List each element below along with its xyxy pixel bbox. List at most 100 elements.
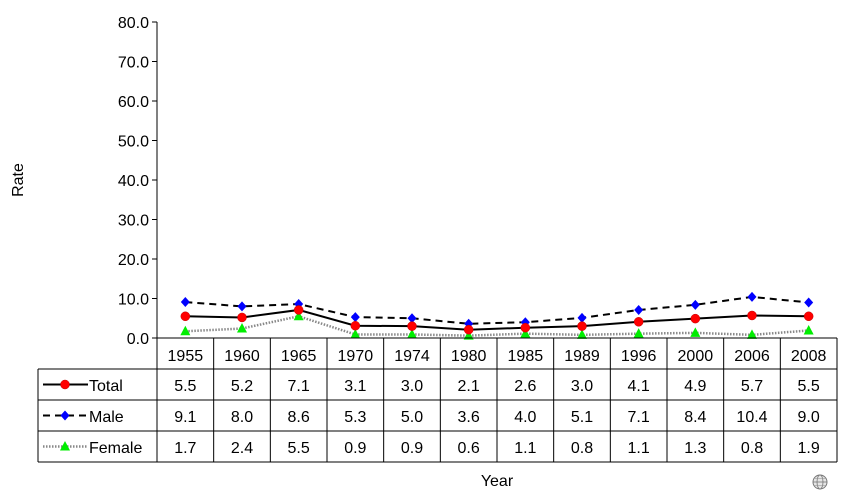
- female-data-label: 5.5: [288, 440, 310, 457]
- female-data-label: 2.4: [231, 440, 253, 457]
- male-line: [185, 295, 809, 325]
- total-marker: [520, 322, 531, 333]
- data-table: 1955 1960 1965 1970 1974 1980 1985 1989 1996 2000…: [37, 337, 838, 463]
- y-tick-label: 30.0: [118, 213, 149, 230]
- x-category-label: 2000: [678, 348, 714, 365]
- male-marker: [350, 312, 360, 323]
- male-data-label: 8.4: [684, 409, 706, 426]
- x-category-label: 1985: [508, 348, 544, 365]
- x-category-label: 2006: [734, 348, 770, 365]
- x-category-label: 1960: [224, 348, 260, 365]
- total-marker: [747, 310, 757, 321]
- x-category-label: 1974: [394, 348, 430, 365]
- total-marker: [180, 311, 191, 322]
- total-data-label: 4.9: [684, 378, 706, 395]
- x-category-label: 2008: [791, 348, 827, 365]
- male-data-label: 5.0: [401, 409, 423, 426]
- y-tick-label: 60.0: [118, 94, 149, 111]
- axes: 0.0 10.0 20.0 30.0 40.0 50.0 60.0 70.0 80.0: [118, 15, 158, 348]
- y-tick-label: 80.0: [118, 15, 149, 32]
- total-data-label: 5.7: [741, 378, 763, 395]
- female-legend-label: Female: [89, 440, 142, 457]
- female-data-label: 0.9: [344, 440, 366, 457]
- x-category-label: 1965: [281, 348, 317, 365]
- total-legend-marker: [60, 379, 70, 390]
- male-marker: [747, 291, 757, 302]
- male-data-label: 5.3: [344, 409, 366, 426]
- x-category-label: 1996: [621, 348, 657, 365]
- male-marker: [804, 297, 814, 308]
- female-marker: [803, 324, 814, 335]
- male-legend-marker: [60, 410, 70, 421]
- male-marker: [237, 301, 247, 312]
- female-data-label: 1.7: [174, 440, 196, 457]
- male-marker: [407, 313, 417, 324]
- female-data-label: 1.1: [514, 440, 536, 457]
- total-marker: [633, 317, 644, 327]
- male-data-label: 8.0: [231, 409, 253, 426]
- female-data-label: 0.8: [571, 440, 593, 457]
- male-marker: [577, 312, 587, 323]
- total-marker: [577, 321, 587, 331]
- male-legend-label: Male: [89, 409, 124, 426]
- male-marker: [180, 297, 190, 308]
- series-layer: [180, 291, 814, 340]
- female-data-label: 0.8: [741, 440, 763, 457]
- female-marker: [577, 329, 587, 339]
- x-category-label: 1980: [451, 348, 487, 365]
- total-data-label: 3.1: [344, 378, 366, 395]
- y-tick-label: 70.0: [118, 55, 149, 72]
- total-data-label: 7.1: [288, 378, 310, 395]
- female-data-label: 0.6: [458, 440, 480, 457]
- x-category-label: 1970: [338, 348, 374, 365]
- total-marker: [407, 321, 417, 331]
- x-axis-label: Year: [481, 473, 514, 490]
- male-marker: [690, 299, 700, 310]
- male-data-label: 8.6: [288, 409, 310, 426]
- male-data-label: 7.1: [628, 409, 650, 426]
- total-data-label: 5.2: [231, 378, 253, 395]
- y-tick-label: 50.0: [118, 134, 149, 151]
- total-marker: [293, 305, 304, 315]
- female-marker: [237, 323, 247, 333]
- total-marker: [690, 313, 701, 324]
- female-line: [185, 314, 809, 337]
- y-tick-label: 20.0: [118, 252, 149, 269]
- female-marker: [180, 325, 191, 336]
- male-marker: [634, 304, 644, 315]
- male-data-label: 9.1: [174, 409, 196, 426]
- total-data-label: 2.1: [458, 378, 480, 395]
- y-axis-label: Rate: [10, 163, 27, 197]
- total-data-label: 3.0: [401, 378, 423, 395]
- total-legend-label: Total: [89, 378, 123, 395]
- total-data-label: 4.1: [628, 378, 650, 395]
- female-marker: [407, 328, 417, 339]
- female-data-label: 1.1: [628, 440, 650, 457]
- total-data-label: 5.5: [798, 378, 820, 395]
- total-data-label: 3.0: [571, 378, 593, 395]
- y-tick-label: 0.0: [127, 331, 149, 348]
- total-marker: [803, 311, 814, 322]
- total-data-label: 5.5: [174, 378, 196, 395]
- male-data-label: 9.0: [798, 409, 820, 426]
- female-marker: [463, 330, 474, 340]
- female-marker: [350, 328, 361, 339]
- male-data-label: 4.0: [514, 409, 536, 426]
- female-marker: [690, 327, 701, 337]
- x-category-label: 1989: [564, 348, 600, 365]
- female-marker: [747, 329, 757, 339]
- x-category-label: 1955: [168, 348, 204, 365]
- female-marker: [293, 310, 304, 321]
- globe-emblem-icon: [812, 474, 828, 490]
- total-data-label: 2.6: [514, 378, 536, 395]
- total-line: [185, 308, 809, 331]
- total-marker: [350, 321, 361, 331]
- female-data-label: 1.3: [684, 440, 706, 457]
- y-tick-label: 40.0: [118, 173, 149, 190]
- total-marker: [463, 324, 474, 335]
- male-data-label: 5.1: [571, 409, 593, 426]
- male-data-label: 3.6: [458, 409, 480, 426]
- male-data-label: 10.4: [736, 409, 767, 426]
